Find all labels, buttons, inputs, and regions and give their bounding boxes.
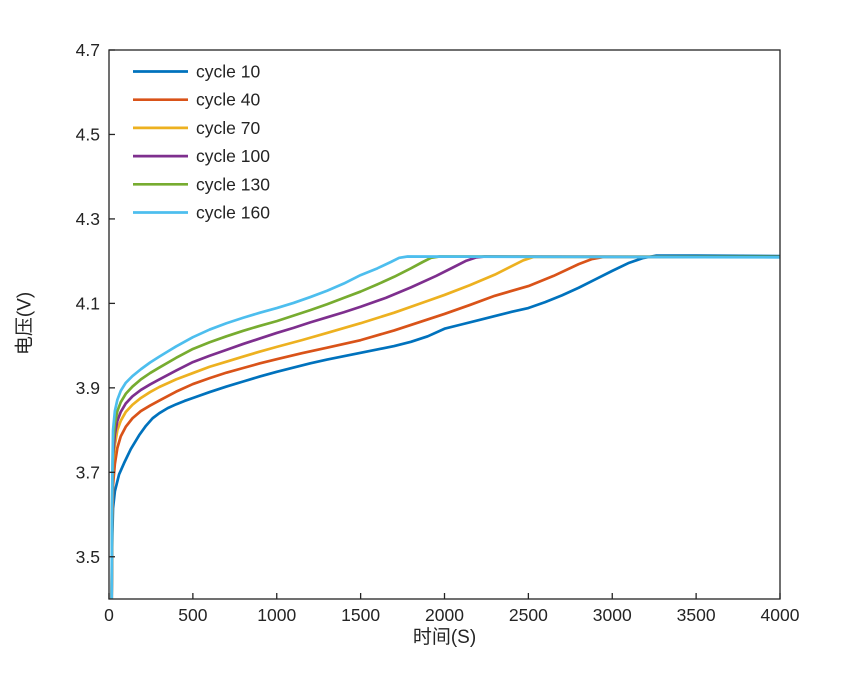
- x-tick-label-1500: 1500: [341, 605, 380, 625]
- x-tick-label-3500: 3500: [677, 605, 716, 625]
- legend-label-cycle-70: cycle 70: [196, 118, 260, 138]
- y-tick-label-4.5: 4.5: [76, 124, 100, 144]
- y-tick-label-3.9: 3.9: [76, 378, 100, 398]
- x-tick-label-500: 500: [178, 605, 207, 625]
- series-line-cycle-70: [110, 255, 780, 599]
- x-tick-label-2500: 2500: [509, 605, 548, 625]
- series-line-cycle-10: [110, 254, 780, 599]
- legend-label-cycle-130: cycle 130: [196, 174, 270, 194]
- legend-label-cycle-40: cycle 40: [196, 90, 260, 110]
- series-line-cycle-40: [110, 255, 780, 599]
- x-tick-label-4000: 4000: [761, 605, 800, 625]
- series-group: [110, 254, 780, 599]
- legend-label-cycle-10: cycle 10: [196, 62, 260, 82]
- legend-label-cycle-100: cycle 100: [196, 146, 270, 166]
- ticks-group: 0 500 1000 1500 2000 2500 3000 3500 4000 3.5 3.7 3.…: [76, 40, 800, 625]
- x-tick-label-2000: 2000: [425, 605, 464, 625]
- series-line-cycle-100: [110, 255, 780, 599]
- x-tick-label-1000: 1000: [257, 605, 296, 625]
- series-line-cycle-130: [110, 255, 780, 599]
- y-tick-label-4.3: 4.3: [76, 209, 100, 229]
- x-tick-label-0: 0: [104, 605, 114, 625]
- legend: cycle 10 cycle 40 cycle 70 cycle 100 cycle 1…: [133, 62, 270, 223]
- y-tick-label-4.7: 4.7: [76, 40, 100, 60]
- x-axis-label: 时间(S): [413, 626, 476, 648]
- legend-label-cycle-160: cycle 160: [196, 203, 270, 223]
- y-axis-label: 电压(V): [14, 292, 36, 355]
- x-tick-label-3000: 3000: [593, 605, 632, 625]
- y-tick-label-4.1: 4.1: [76, 293, 100, 313]
- series-line-cycle-160: [110, 255, 780, 599]
- y-tick-label-3.7: 3.7: [76, 462, 100, 482]
- y-tick-label-3.5: 3.5: [76, 547, 100, 567]
